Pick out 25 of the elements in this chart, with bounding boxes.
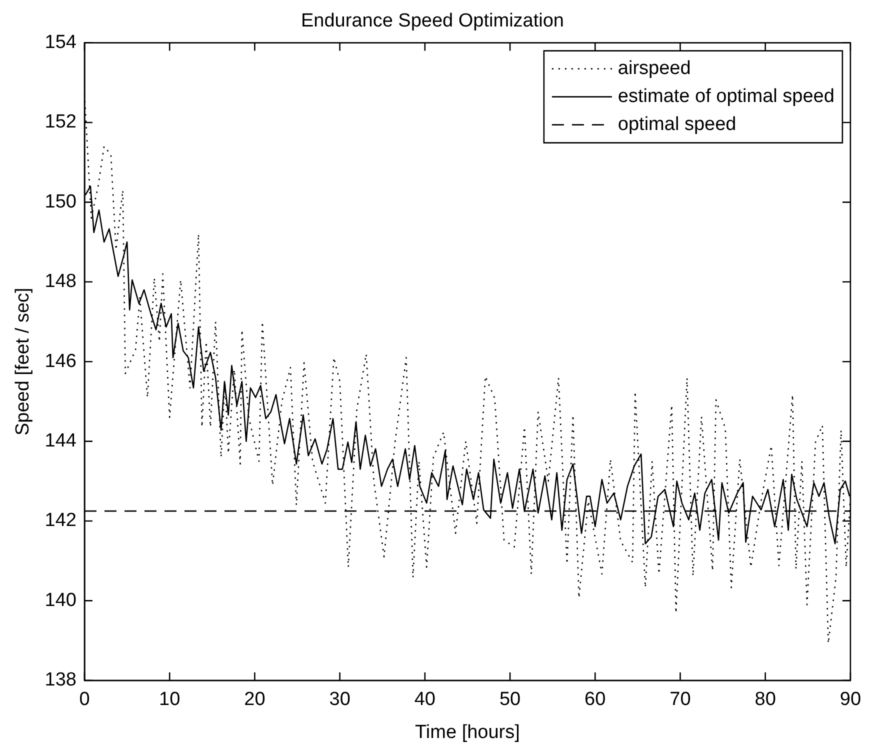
x-axis-title: Time [hours] [415, 722, 520, 743]
x-tick-label: 60 [584, 689, 606, 710]
x-tick-label: 10 [159, 689, 180, 710]
legend-label: airspeed [618, 58, 691, 80]
x-tick-label: 80 [754, 689, 776, 710]
y-tick-label: 140 [44, 590, 76, 611]
y-tick-label: 154 [44, 32, 77, 54]
y-tick-label: 146 [44, 350, 76, 372]
x-tick-label: 90 [840, 689, 862, 710]
x-tick-label: 0 [79, 689, 90, 710]
y-tick-label: 144 [44, 430, 77, 452]
x-tick-label: 70 [670, 689, 691, 710]
legend-label: optimal speed [618, 114, 736, 136]
x-tick-label: 40 [414, 689, 436, 710]
y-tick-label: 148 [44, 271, 76, 292]
y-tick-label: 150 [44, 191, 76, 212]
y-axis-title: Speed [feet / sec] [12, 288, 34, 436]
x-tick-label: 20 [244, 689, 266, 710]
y-tick-label: 138 [44, 670, 76, 691]
legend-label: estimate of optimal speed [618, 86, 834, 108]
y-tick-label: 142 [44, 510, 76, 532]
x-tick-label: 50 [499, 689, 521, 710]
chart-title: Endurance Speed Optimization [301, 10, 564, 32]
x-tick-label: 30 [329, 689, 350, 710]
y-tick-label: 152 [44, 112, 76, 133]
